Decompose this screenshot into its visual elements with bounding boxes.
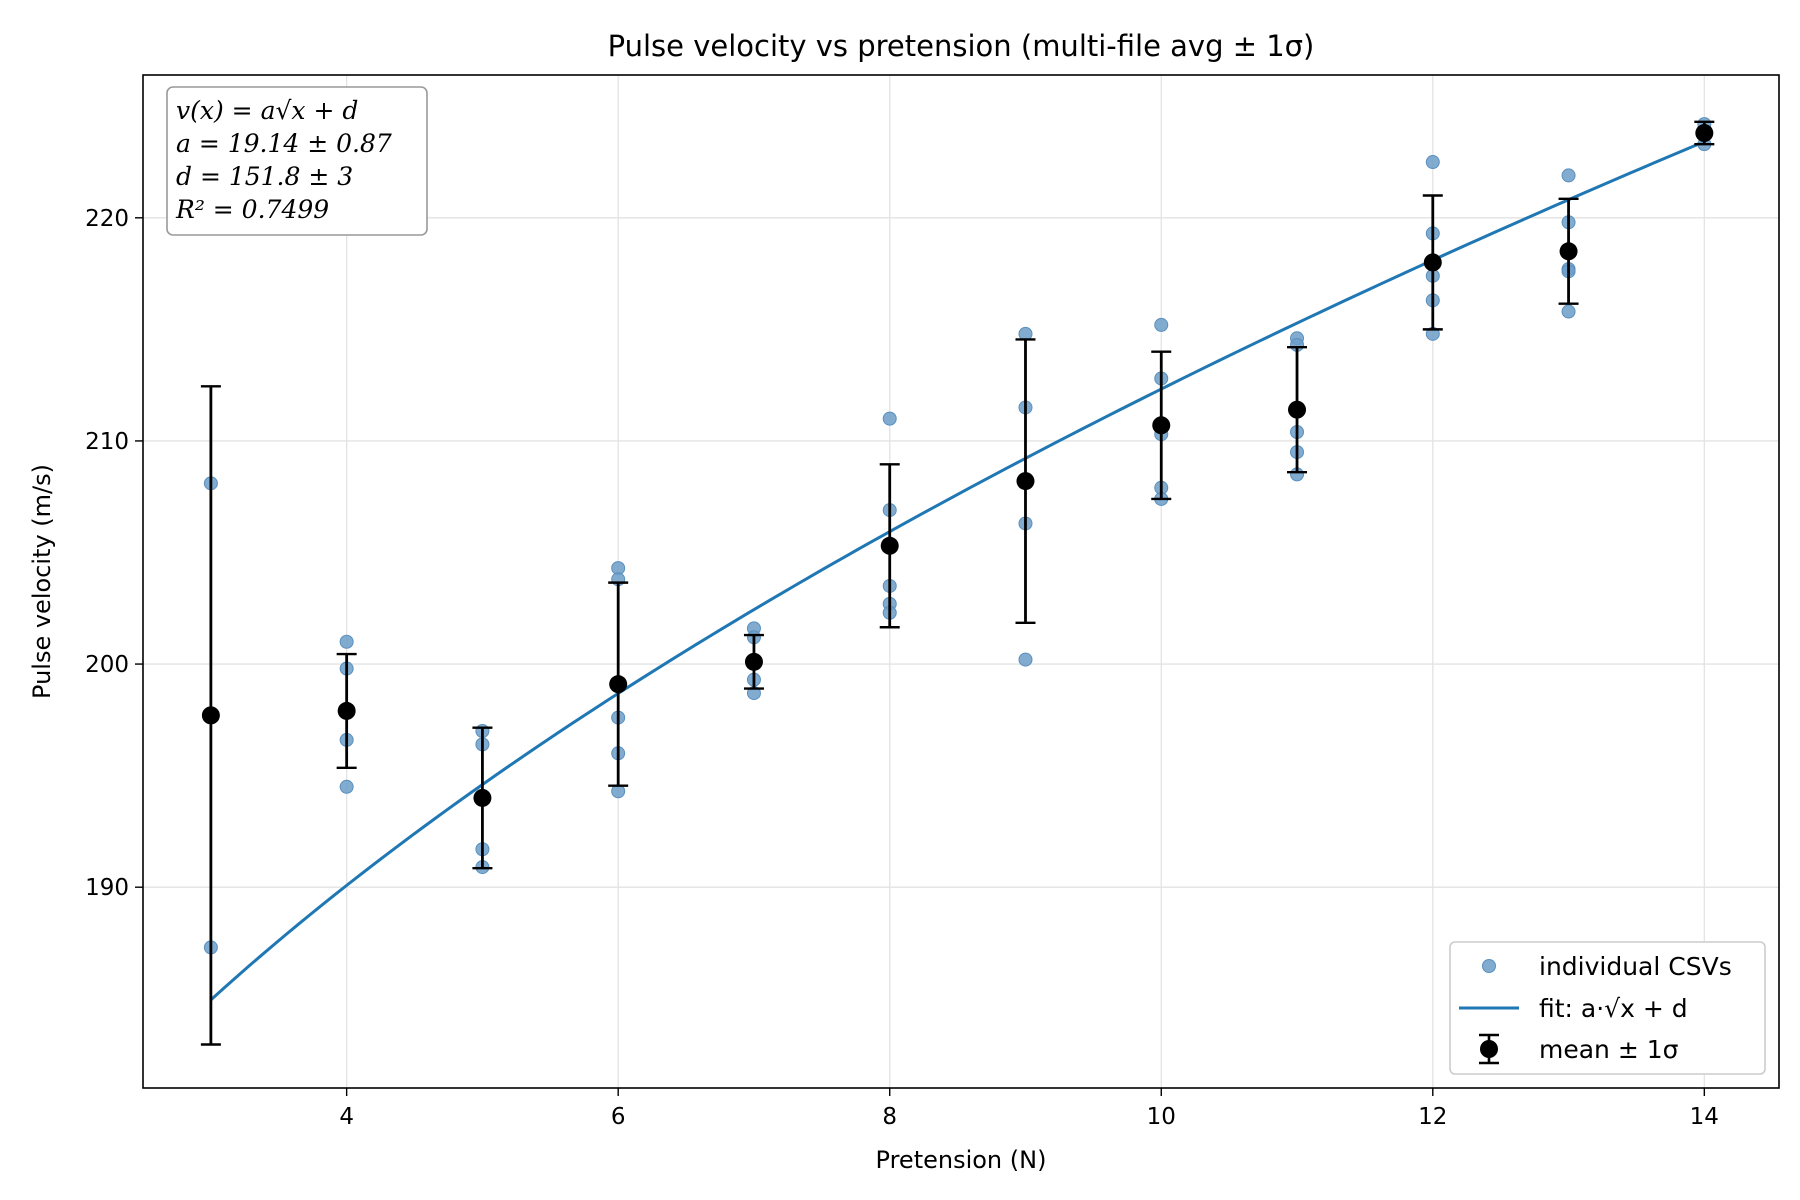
mean-point [473, 788, 492, 807]
annotation-r2: R² = 0.7499 [175, 195, 329, 224]
x-tick-label: 4 [339, 1104, 354, 1130]
individual-point [1018, 652, 1033, 667]
mean-point [337, 701, 356, 720]
axis-ticks: 4 6 8 10 12 14 190 200 210 220 [85, 206, 1719, 1130]
plot-frame [142, 74, 1780, 1089]
individual-point [1425, 155, 1440, 170]
x-tick-label: 14 [1690, 1104, 1719, 1130]
legend-label-individual: individual CSVs [1539, 952, 1732, 981]
chart-title: Pulse velocity vs pretension (multi-file… [608, 29, 1315, 63]
legend-label-fit: fit: a·√x + d [1539, 994, 1688, 1023]
legend-box [1449, 941, 1766, 1075]
fit-layer [209, 140, 1705, 1001]
mean-point [880, 536, 899, 555]
y-tick-label: 220 [85, 206, 129, 232]
mean-point [1152, 416, 1171, 435]
legend: individual CSVs fit: a·√x + d mean ± 1σ [1449, 941, 1766, 1075]
individual-point [1561, 168, 1576, 183]
mean-point [1288, 400, 1307, 419]
y-tick-label: 210 [85, 429, 129, 455]
mean-point [1423, 253, 1442, 272]
x-tick-label: 12 [1418, 1104, 1447, 1130]
y-tick-label: 190 [85, 875, 129, 901]
y-tick-label: 200 [85, 652, 129, 678]
individual-point [1561, 304, 1576, 319]
mean-point [201, 706, 220, 725]
legend-icons [1459, 959, 1519, 1065]
mean-errorbar-layer [200, 120, 1715, 1046]
mean-point [609, 675, 628, 694]
legend-icon-individual [1482, 959, 1496, 973]
legend-icon-mean-point [1480, 1040, 1498, 1058]
x-tick-label: 10 [1147, 1104, 1176, 1130]
y-axis-label: Pulse velocity (m/s) [28, 464, 56, 699]
mean-point [1695, 124, 1714, 143]
fit-curve [209, 140, 1705, 1001]
x-tick-label: 6 [611, 1104, 626, 1130]
annotation-formula: v(x) = a√x + d [176, 96, 358, 125]
mean-point [1559, 242, 1578, 261]
mean-point [744, 652, 763, 671]
x-axis-label: Pretension (N) [876, 1146, 1047, 1174]
annotation-d: d = 151.8 ± 3 [176, 162, 353, 191]
annotation-box [166, 86, 428, 236]
mean-point [1016, 472, 1035, 491]
x-tick-label: 8 [882, 1104, 897, 1130]
individual-point [339, 634, 354, 649]
individual-point [882, 411, 897, 426]
individual-point [339, 779, 354, 794]
legend-label-mean: mean ± 1σ [1539, 1035, 1679, 1064]
annotation-a: a = 19.14 ± 0.87 [176, 129, 392, 158]
individual-point [1154, 317, 1169, 332]
fit-annotation-box: v(x) = a√x + d a = 19.14 ± 0.87 d = 151.… [166, 86, 428, 236]
